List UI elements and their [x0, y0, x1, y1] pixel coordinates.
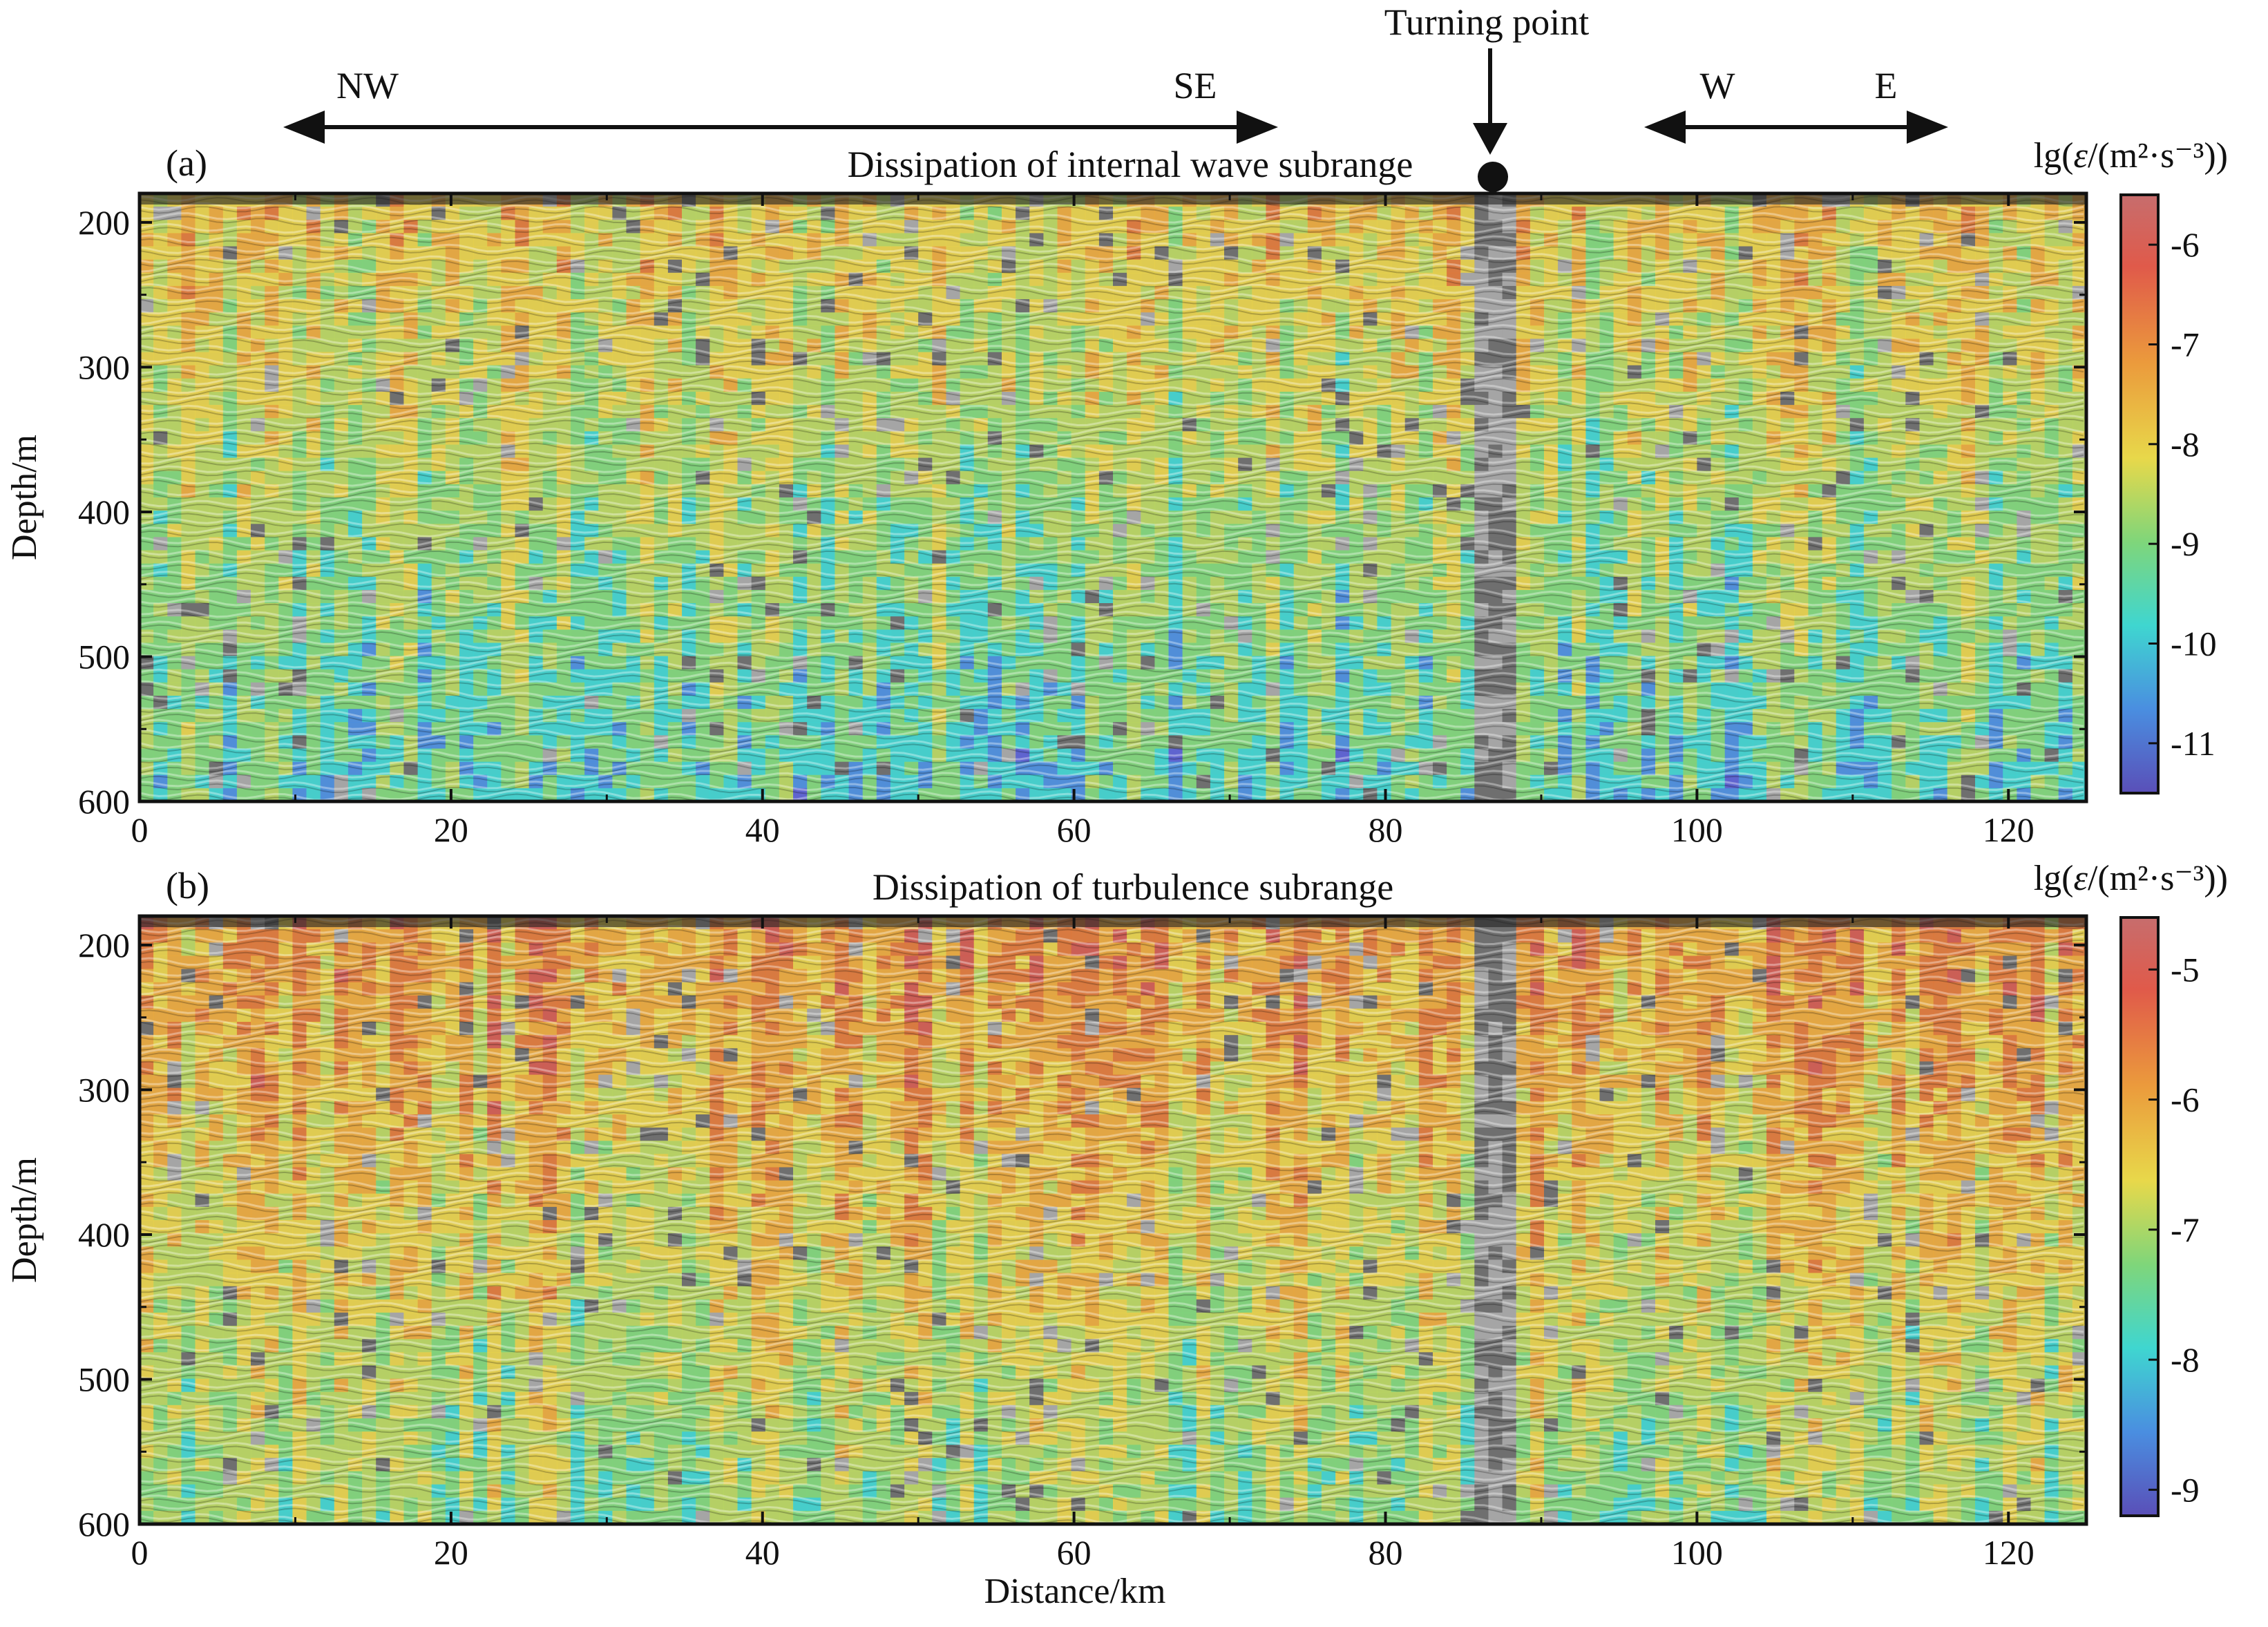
colorbar-label-suffix: /(m²·s⁻³)): [2088, 136, 2228, 175]
colorbar-label: lg(ε/(m²·s⁻³)): [2034, 859, 2228, 898]
arrow-head-e: [1907, 111, 1948, 144]
panel-label: (b): [166, 865, 209, 906]
colorbar-label-symbol: ε: [2073, 859, 2088, 898]
y-tick-label: 600: [78, 1505, 130, 1543]
panel-title: Dissipation of turbulence subrange: [873, 866, 1393, 908]
dissipation-field: [140, 193, 2087, 824]
x-tick-label: 80: [1369, 810, 1403, 849]
dissipation-field: [140, 915, 2087, 1547]
dir-nw: NW: [336, 65, 399, 106]
panel-title: Dissipation of internal wave subrange: [848, 144, 1413, 185]
y-tick-label: 500: [78, 637, 130, 676]
x-tick-label: 40: [745, 810, 780, 849]
turning-point-marker: [1478, 162, 1508, 192]
colorbar-label-suffix: /(m²·s⁻³)): [2088, 859, 2228, 898]
colorbar-tick-label: -7: [2171, 1210, 2200, 1249]
colorbar: [2121, 917, 2158, 1516]
y-tick-label: 400: [78, 1215, 130, 1254]
dir-w: W: [1700, 65, 1735, 106]
colorbar-tick-label: -10: [2171, 625, 2217, 663]
x-tick-label: 80: [1369, 1533, 1403, 1572]
turning-point-arrow-head: [1473, 123, 1507, 155]
turning-point-label: Turning point: [1384, 1, 1590, 43]
y-tick-label: 400: [78, 493, 130, 531]
dir-e: E: [1875, 65, 1898, 106]
colorbar-tick-label: -9: [2171, 524, 2200, 563]
x-tick-label: 120: [1983, 810, 2034, 849]
x-tick-label: 20: [434, 1533, 468, 1572]
colorbar-tick-label: -6: [2171, 1081, 2200, 1119]
colorbar-tick-label: -7: [2171, 325, 2200, 364]
x-tick-label: 60: [1057, 1533, 1092, 1572]
y-tick-label: 300: [78, 348, 130, 386]
colorbar-tick-label: -11: [2171, 724, 2215, 763]
colorbar-tick-label: -6: [2171, 225, 2200, 264]
colorbar-label-prefix: lg(: [2034, 859, 2074, 898]
y-axis-label: Depth/m: [5, 1157, 44, 1283]
x-tick-label: 20: [434, 810, 468, 849]
arrow-head-se: [1237, 111, 1278, 144]
x-tick-label: 0: [131, 810, 149, 849]
y-tick-label: 200: [78, 926, 130, 964]
dir-se: SE: [1173, 65, 1217, 106]
panel-label: (a): [166, 142, 207, 184]
colorbar-tick-label: -5: [2171, 950, 2200, 989]
y-axis-label: Depth/m: [5, 435, 44, 560]
colorbar-label-prefix: lg(: [2034, 136, 2074, 175]
x-tick-label: 100: [1671, 810, 1723, 849]
x-axis-label: Distance/km: [984, 1572, 1166, 1611]
arrow-head-nw: [283, 111, 325, 144]
arrow-head-w: [1644, 111, 1686, 144]
x-tick-label: 60: [1057, 810, 1092, 849]
x-tick-label: 0: [131, 1533, 149, 1572]
colorbar-tick-label: -8: [2171, 1340, 2200, 1379]
y-tick-label: 500: [78, 1360, 130, 1398]
x-tick-label: 40: [745, 1533, 780, 1572]
colorbar-tick-label: -8: [2171, 425, 2200, 464]
x-tick-label: 120: [1983, 1533, 2034, 1572]
y-tick-label: 300: [78, 1070, 130, 1109]
x-tick-label: 100: [1671, 1533, 1723, 1572]
colorbar-tick-label: -9: [2171, 1470, 2200, 1509]
y-tick-label: 600: [78, 782, 130, 821]
y-tick-label: 200: [78, 203, 130, 242]
colorbar-label: lg(ε/(m²·s⁻³)): [2034, 136, 2228, 175]
colorbar-label-symbol: ε: [2073, 136, 2088, 175]
colorbar: [2121, 195, 2158, 793]
